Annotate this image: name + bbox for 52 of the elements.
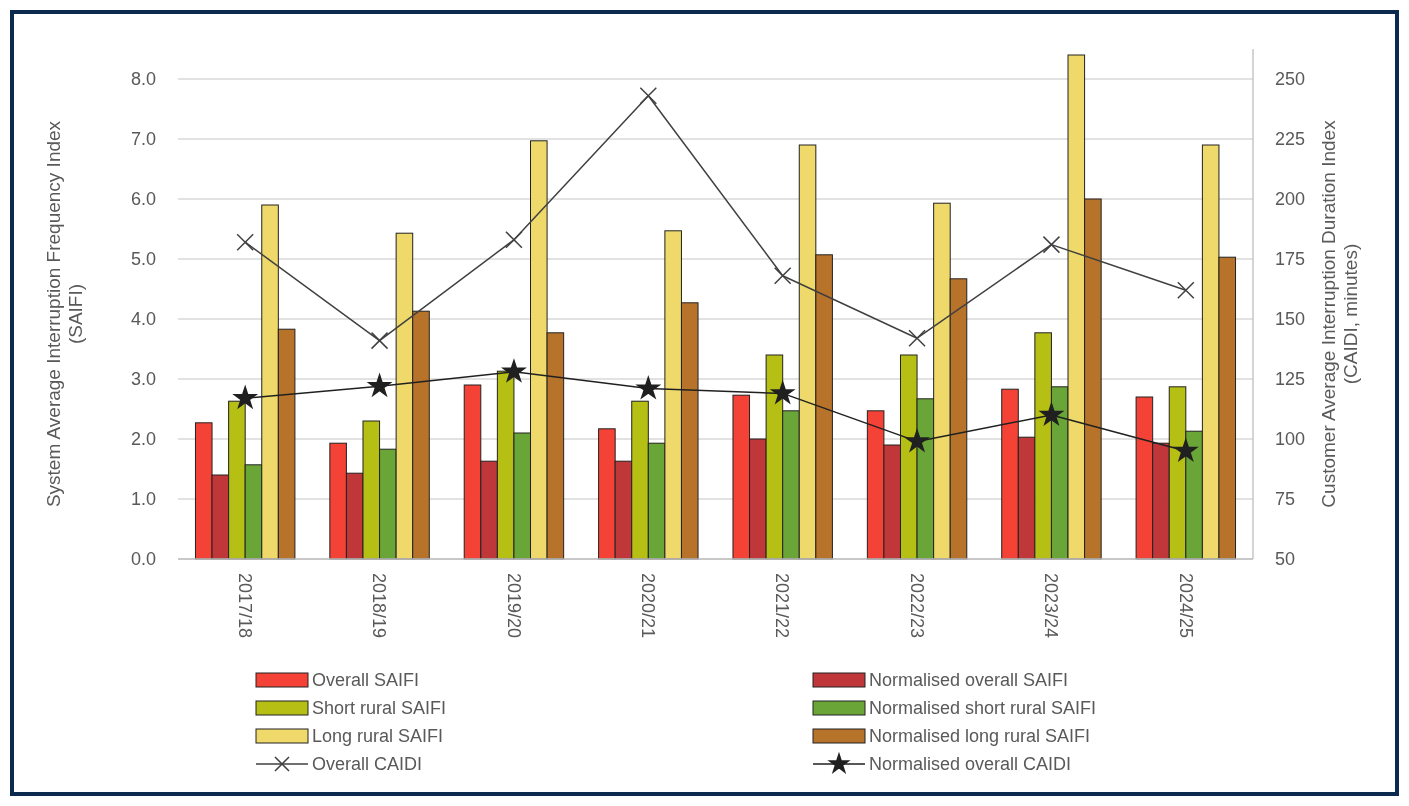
y-tick-label: 4.0 xyxy=(130,309,156,330)
x-tick-label: 2024/25 xyxy=(1175,573,1196,639)
y-tick-label: 7.0 xyxy=(130,129,156,150)
y-tick-label: 1.0 xyxy=(130,489,156,510)
x-tick-label: 2022/23 xyxy=(906,573,927,639)
legend-label: Long rural SAIFI xyxy=(312,726,444,747)
y2-tick-label: 225 xyxy=(1275,129,1306,150)
legend-label: Overall SAIFI xyxy=(312,670,420,691)
legend-label: Overall CAIDI xyxy=(312,754,423,775)
point xyxy=(773,267,792,285)
y2-axis-title: Customer Average Interruption Duration Index (CAIDI, minutes) xyxy=(1318,119,1361,508)
y2-tick-label: 250 xyxy=(1275,69,1306,90)
legend-label: Normalised overall CAIDI xyxy=(869,754,1072,775)
point xyxy=(639,87,658,105)
legend-label: Normalised overall SAIFI xyxy=(869,670,1069,691)
point xyxy=(502,359,526,382)
point xyxy=(1042,235,1061,254)
point xyxy=(905,429,929,452)
y-axis-title: System Average Interruption Frequency Index (SAIFI) xyxy=(43,120,86,508)
y2-tick-label: 50 xyxy=(1275,549,1296,570)
point xyxy=(1177,281,1195,299)
point xyxy=(368,374,391,397)
legend-label: Normalised short rural SAIFI xyxy=(869,698,1097,719)
point xyxy=(233,386,257,409)
y2-tick-label: 175 xyxy=(1275,249,1306,270)
y-tick-label: 3.0 xyxy=(130,369,156,390)
y2-tick-label: 125 xyxy=(1275,369,1306,390)
point xyxy=(236,233,254,251)
point xyxy=(1040,403,1063,425)
point xyxy=(771,381,795,404)
y-tick-label: 6.0 xyxy=(130,189,156,210)
legend-label: Short rural SAIFI xyxy=(312,698,447,719)
x-tick-label: 2019/20 xyxy=(503,573,524,639)
x-tick-label: 2021/22 xyxy=(772,573,793,639)
y2-tick-label: 75 xyxy=(1275,489,1296,510)
point xyxy=(1174,439,1198,461)
y2-tick-label: 100 xyxy=(1275,429,1306,450)
point xyxy=(370,331,389,350)
point xyxy=(908,329,926,347)
y2-tick-label: 150 xyxy=(1275,309,1306,330)
x-tick-label: 2020/21 xyxy=(638,573,659,639)
x-tick-label: 2018/19 xyxy=(369,573,390,639)
x-tick-label: 2023/24 xyxy=(1041,573,1062,639)
y-tick-label: 5.0 xyxy=(130,249,156,270)
point xyxy=(505,231,523,249)
point xyxy=(636,376,660,399)
legend-label: Normalised long rural SAIFI xyxy=(869,726,1091,747)
x-tick-label: 2017/18 xyxy=(234,573,255,639)
y-tick-label: 8.0 xyxy=(130,69,156,90)
y-tick-label: 0.0 xyxy=(130,549,156,570)
y2-tick-label: 200 xyxy=(1275,189,1306,210)
y-tick-label: 2.0 xyxy=(130,429,156,450)
